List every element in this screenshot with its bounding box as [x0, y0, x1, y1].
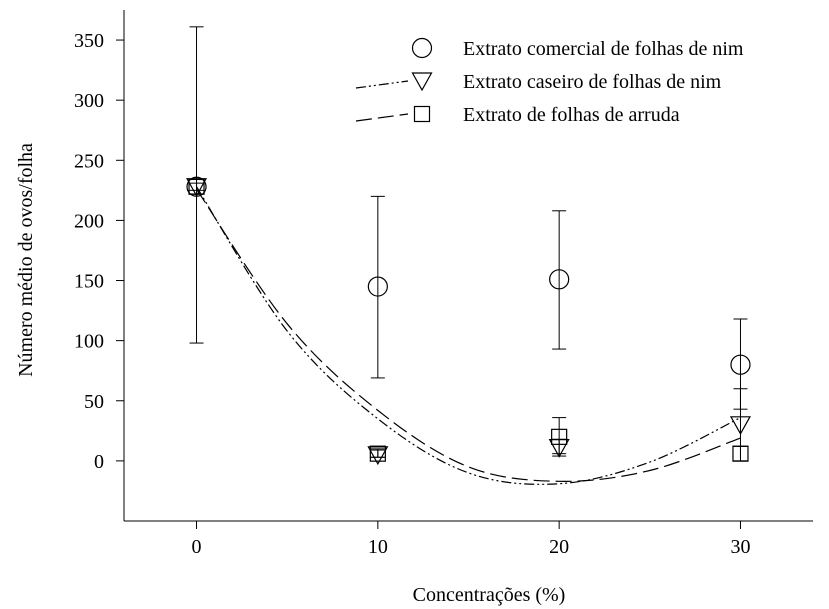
y-tick-label: 300	[74, 90, 104, 112]
legend-line-2	[356, 81, 408, 88]
legend: Extrato comercial de folhas de nim Extrat…	[356, 38, 744, 126]
y-axis-title: Número médio de ovos/folha	[15, 143, 37, 377]
fit-curve-series-3	[197, 189, 741, 481]
legend-line-3	[356, 114, 408, 121]
y-tick-label: 50	[84, 391, 104, 413]
y-tick-label: 350	[74, 30, 104, 52]
y-tick-label: 250	[74, 150, 104, 172]
x-axis-title: Concentrações (%)	[413, 584, 566, 606]
legend-label-2: Extrato caseiro de folhas de nim	[463, 71, 722, 93]
x-tick-label: 20	[549, 536, 569, 558]
legend-marker-1	[413, 39, 432, 58]
y-ticks: 0 50 100 150 200 250 300 350	[74, 30, 124, 473]
x-tick-label: 30	[730, 536, 750, 558]
y-tick-label: 0	[94, 451, 104, 473]
legend-label-1: Extrato comercial de folhas de nim	[463, 38, 744, 60]
data-markers	[187, 177, 750, 464]
legend-marker-3	[415, 107, 430, 122]
fit-curve-series-2	[197, 187, 741, 485]
y-tick-label: 150	[74, 271, 104, 293]
legend-marker-2	[413, 73, 432, 90]
x-tick-label: 0	[192, 536, 202, 558]
x-ticks: 0 10 20 30	[192, 521, 751, 558]
y-tick-label: 200	[74, 210, 104, 232]
x-tick-label: 10	[368, 536, 388, 558]
fit-curves	[197, 187, 741, 485]
legend-label-3: Extrato de folhas de arruda	[463, 104, 680, 126]
y-tick-label: 100	[74, 331, 104, 353]
